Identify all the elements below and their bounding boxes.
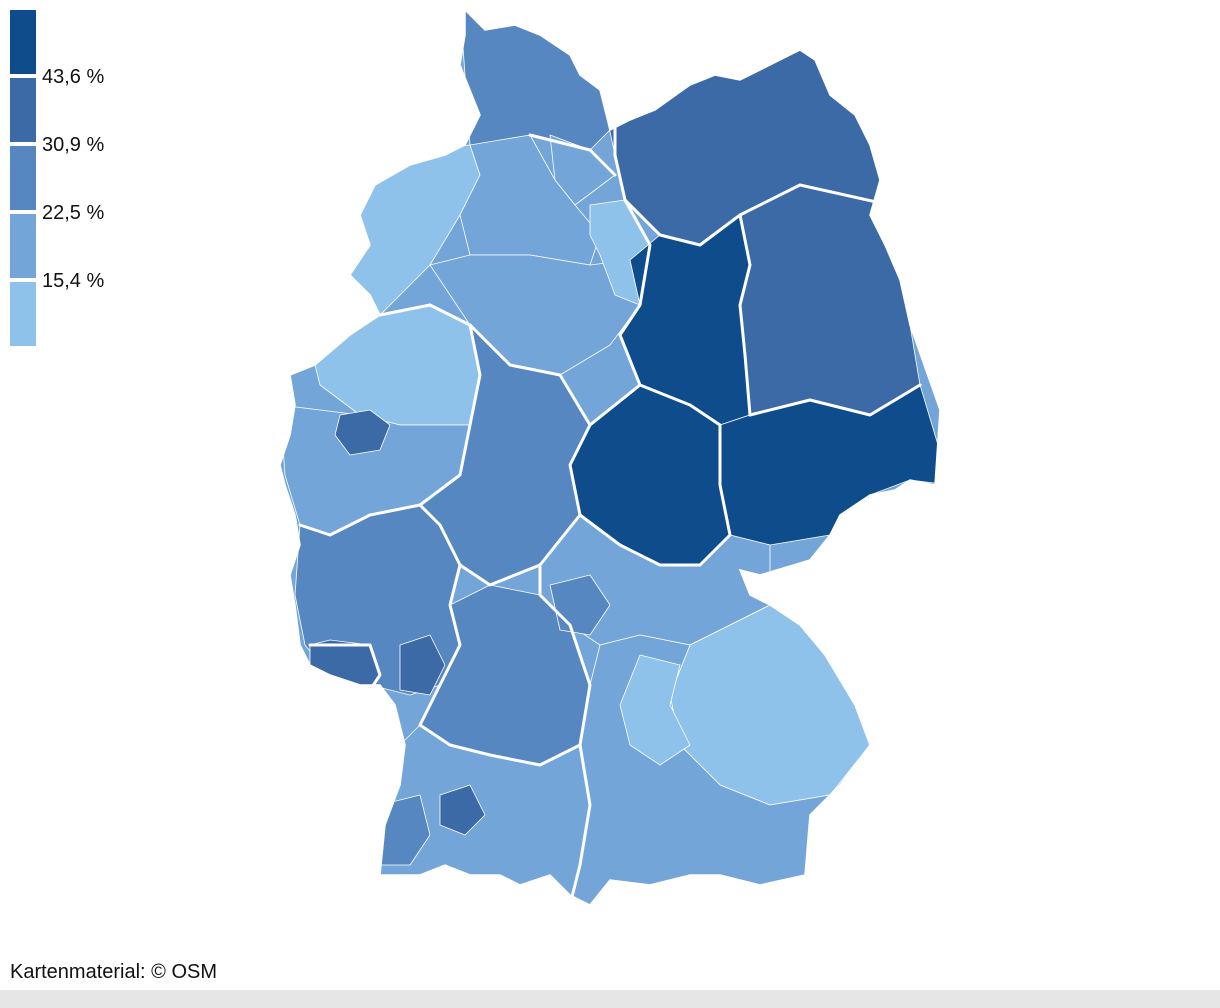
legend-swatch-class-2 bbox=[10, 78, 36, 144]
region-bw-district[interactable] bbox=[439, 784, 486, 836]
legend-swatch-class-4 bbox=[10, 214, 36, 280]
germany-choropleth-map[interactable] bbox=[270, 5, 970, 915]
legend-label-threshold-1: 43,6 % bbox=[42, 66, 105, 88]
region-brandenburg[interactable] bbox=[739, 184, 921, 416]
legend-swatch-class-3 bbox=[10, 146, 36, 212]
legend-label-threshold-4: 15,4 % bbox=[42, 270, 105, 292]
legend-label-threshold-3: 22,5 % bbox=[42, 202, 105, 224]
region-bayern-center[interactable] bbox=[619, 654, 691, 766]
map-credit: Kartenmaterial: © OSM bbox=[10, 961, 218, 983]
region-ruhr-cities[interactable] bbox=[334, 409, 391, 456]
state-borders bbox=[298, 123, 922, 907]
germany-border bbox=[279, 8, 941, 906]
legend-label-threshold-2: 30,9 % bbox=[42, 134, 105, 156]
legend-swatch-class-1 bbox=[10, 10, 36, 76]
legend-swatch-class-5 bbox=[10, 282, 36, 348]
region-pfalz-south[interactable] bbox=[399, 634, 446, 696]
region-schleswig-holstein[interactable] bbox=[459, 5, 616, 151]
map-legend: 43,6 % 30,9 % 22,5 % 15,4 % bbox=[10, 10, 130, 350]
footer-bar bbox=[0, 990, 1220, 1008]
